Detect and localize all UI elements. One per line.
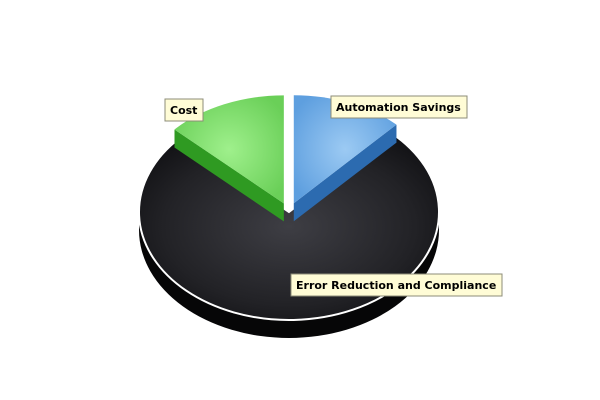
pie-label-text-cost: Cost <box>170 104 197 117</box>
pie-slice-cost <box>174 95 284 222</box>
pie-labels: Automation Savings Error Reduction and Co… <box>164 95 503 297</box>
pie-slice-edge-cost-0 <box>174 129 284 222</box>
pie-slice-error-reduction-and-compliance <box>138 132 440 338</box>
pie-label-cost: Cost <box>164 98 204 122</box>
pie-label-automation-savings: Automation Savings <box>330 95 468 119</box>
pie-label-error-reduction-and-compliance: Error Reduction and Compliance <box>290 273 503 297</box>
pie-slice-automation-savings <box>293 95 397 222</box>
pie-label-text-error-reduction-and-compliance: Error Reduction and Compliance <box>296 279 496 292</box>
pie-label-box-error-reduction-and-compliance <box>290 273 503 297</box>
pie-label-box-automation-savings <box>330 95 468 119</box>
pie-slices <box>138 95 440 338</box>
pie-label-box-cost <box>164 98 204 122</box>
pie-slice-top-cost <box>174 95 284 204</box>
pie-label-text-automation-savings: Automation Savings <box>336 101 461 114</box>
pie-slice-top-error-reduction-and-compliance <box>138 132 440 321</box>
pie-slice-edge-automation-savings-1 <box>293 124 397 222</box>
pie-slice-top-automation-savings <box>293 95 397 204</box>
